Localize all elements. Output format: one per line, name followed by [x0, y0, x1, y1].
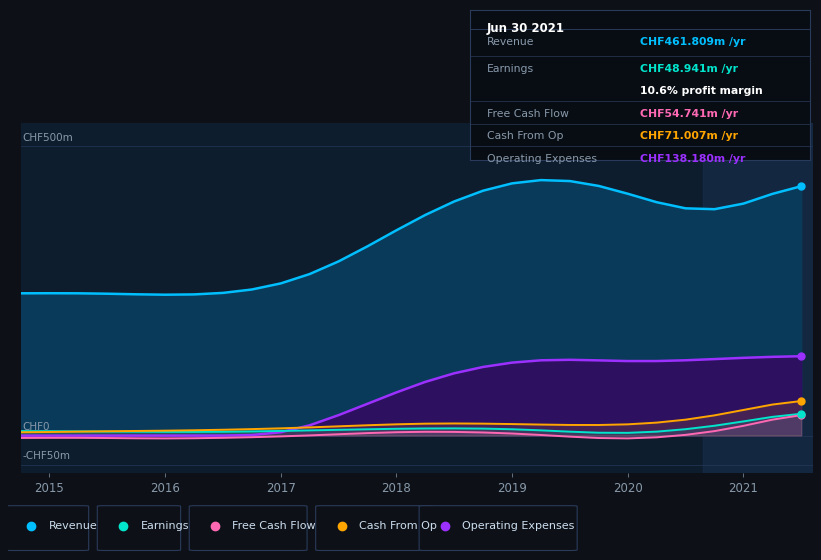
- Text: Revenue: Revenue: [487, 36, 534, 46]
- Text: -CHF50m: -CHF50m: [23, 451, 71, 461]
- Text: Revenue: Revenue: [48, 521, 97, 531]
- Text: Jun 30 2021: Jun 30 2021: [487, 21, 565, 35]
- Text: CHF0: CHF0: [23, 422, 50, 432]
- Text: Operating Expenses: Operating Expenses: [487, 153, 597, 164]
- FancyBboxPatch shape: [315, 506, 433, 550]
- Text: 10.6% profit margin: 10.6% profit margin: [640, 86, 763, 96]
- Text: Earnings: Earnings: [140, 521, 189, 531]
- Text: CHF461.809m /yr: CHF461.809m /yr: [640, 36, 745, 46]
- Text: CHF54.741m /yr: CHF54.741m /yr: [640, 109, 738, 119]
- Text: CHF500m: CHF500m: [23, 133, 74, 143]
- Text: Free Cash Flow: Free Cash Flow: [487, 109, 568, 119]
- Bar: [703, 123, 813, 473]
- Text: Operating Expenses: Operating Expenses: [462, 521, 575, 531]
- FancyBboxPatch shape: [419, 506, 577, 550]
- Text: Cash From Op: Cash From Op: [359, 521, 437, 531]
- Text: CHF71.007m /yr: CHF71.007m /yr: [640, 131, 737, 141]
- FancyBboxPatch shape: [97, 506, 181, 550]
- FancyBboxPatch shape: [6, 506, 89, 550]
- Text: Earnings: Earnings: [487, 63, 534, 73]
- Text: CHF138.180m /yr: CHF138.180m /yr: [640, 153, 745, 164]
- Text: Free Cash Flow: Free Cash Flow: [232, 521, 316, 531]
- Text: Cash From Op: Cash From Op: [487, 131, 563, 141]
- FancyBboxPatch shape: [189, 506, 307, 550]
- Text: CHF48.941m /yr: CHF48.941m /yr: [640, 63, 737, 73]
